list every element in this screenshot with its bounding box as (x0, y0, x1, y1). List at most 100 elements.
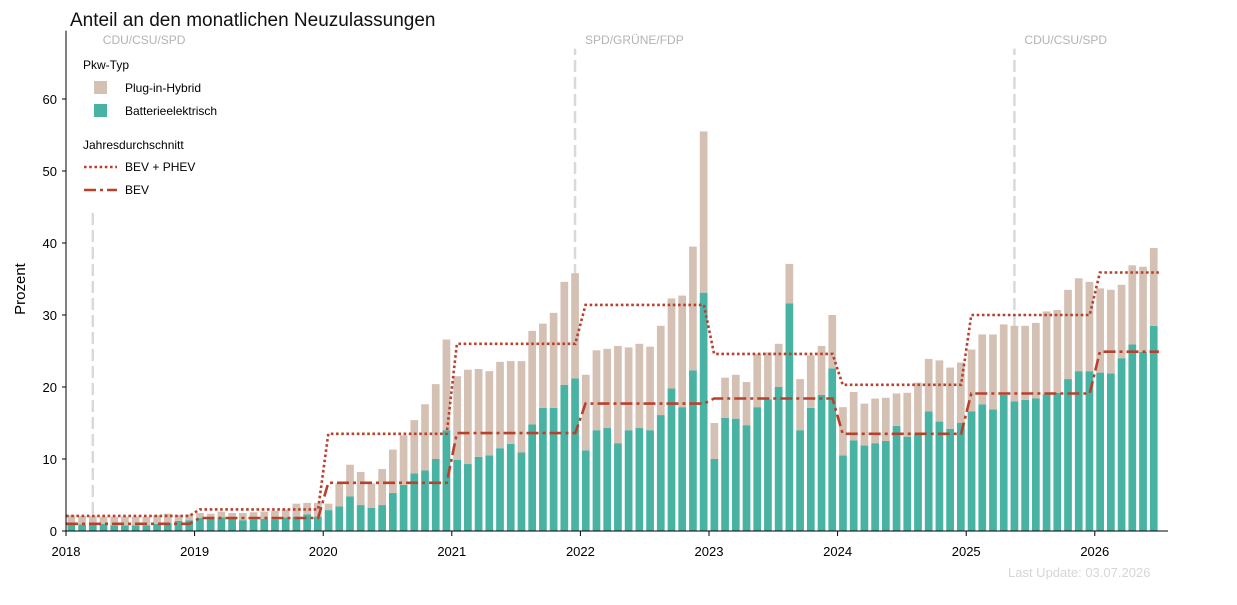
bar-phev (474, 369, 483, 457)
bar-bev (506, 443, 515, 531)
bar-bev (1139, 351, 1147, 531)
bar-bev (817, 394, 826, 531)
bar-bev (464, 464, 472, 531)
bar-bev (185, 520, 194, 531)
bar-bev (571, 378, 579, 531)
bar-bev (206, 518, 215, 531)
bar-phev (967, 349, 976, 412)
bar-phev (356, 471, 365, 506)
y-tick-label: 60 (43, 92, 57, 107)
line-bev-phev-average (66, 271, 1159, 518)
bar-bev (271, 519, 279, 531)
y-tick-label: 10 (43, 452, 57, 467)
bar-phev (142, 516, 151, 526)
bar-phev (699, 131, 708, 293)
bar-bev (163, 523, 172, 531)
bar-bev (646, 430, 654, 531)
bar-bev (1149, 325, 1158, 531)
bar-phev (989, 334, 997, 410)
bar-bev (999, 394, 1008, 531)
bar-phev (860, 403, 869, 446)
bar-bev (78, 524, 86, 531)
bar-phev (646, 346, 654, 431)
bar-bev (603, 428, 612, 531)
y-tick-label: 20 (43, 380, 57, 395)
bar-bev (967, 411, 976, 531)
bar-bev (110, 525, 119, 531)
bar-phev (431, 384, 440, 459)
legend-swatch (94, 104, 107, 117)
x-tick-label: 2020 (309, 544, 338, 559)
bar-phev (1042, 311, 1051, 395)
bar-bev (989, 409, 997, 531)
bar-phev (1128, 265, 1137, 345)
bar-bev (410, 473, 419, 531)
bar-phev (99, 516, 108, 524)
bar-phev (678, 295, 687, 408)
bar-bev (528, 424, 537, 531)
legend-swatch (94, 81, 107, 94)
x-tick-label: 2025 (952, 544, 981, 559)
bar-phev (196, 513, 204, 519)
bar-phev (78, 515, 86, 525)
bar-phev (335, 483, 344, 507)
government-label: CDU/CSU/SPD (1024, 33, 1107, 47)
bar-phev (528, 330, 537, 425)
bar-phev (999, 324, 1008, 395)
bar-phev (313, 502, 322, 517)
bar-bev (399, 484, 408, 531)
bar-phev (785, 263, 794, 304)
bar-phev (496, 361, 504, 449)
bar-phev (1107, 289, 1115, 374)
bar-phev (903, 392, 912, 437)
bar-bev (389, 492, 397, 531)
bar-phev (1032, 322, 1040, 399)
bar-phev (249, 512, 258, 520)
bar-bev (292, 516, 301, 531)
bar-phev (742, 381, 751, 426)
bar-bev (699, 292, 708, 531)
bar-phev (764, 352, 772, 400)
bar-bev (1117, 358, 1126, 531)
bar-phev (1053, 309, 1062, 393)
bar-bev (196, 518, 204, 531)
bar-phev (67, 515, 76, 525)
bar-bev (238, 520, 247, 531)
bar-bev (67, 524, 76, 531)
government-label: CDU/CSU/SPD (103, 33, 186, 47)
bar-phev (1010, 325, 1019, 402)
chart-title: Anteil an den monatlichen Neuzulassungen (70, 10, 436, 31)
bar-phev (131, 516, 140, 526)
bar-bev (346, 496, 354, 531)
bar-phev (378, 469, 386, 506)
bar-bev (378, 505, 386, 531)
legend-label: Batterieelektrisch (125, 104, 217, 118)
bar-bev (849, 440, 858, 531)
bar-phev (399, 435, 408, 485)
bar-bev (485, 455, 494, 531)
bar-phev (260, 511, 269, 519)
x-tick-label: 2019 (180, 544, 209, 559)
bar-phev (731, 374, 740, 419)
bar-phev (485, 371, 494, 456)
bar-phev (817, 345, 826, 395)
bar-bev (1053, 392, 1062, 531)
bar-bev (281, 517, 290, 531)
line-bev-average (66, 350, 1159, 526)
bar-phev (238, 513, 247, 521)
bar-phev (1139, 266, 1147, 352)
bar-bev (517, 452, 526, 531)
bar-phev (174, 515, 183, 521)
bar-phev (346, 464, 354, 497)
bar-bev (828, 368, 837, 531)
bar-bev (496, 448, 504, 531)
bar-bev (956, 423, 965, 531)
bar-phev (464, 369, 472, 465)
bar-phev (635, 343, 644, 429)
bar-phev (217, 511, 226, 518)
bar-phev (656, 325, 665, 416)
bar-bev (1032, 398, 1040, 531)
bar-bev (313, 516, 322, 531)
bar-bev (871, 443, 879, 531)
